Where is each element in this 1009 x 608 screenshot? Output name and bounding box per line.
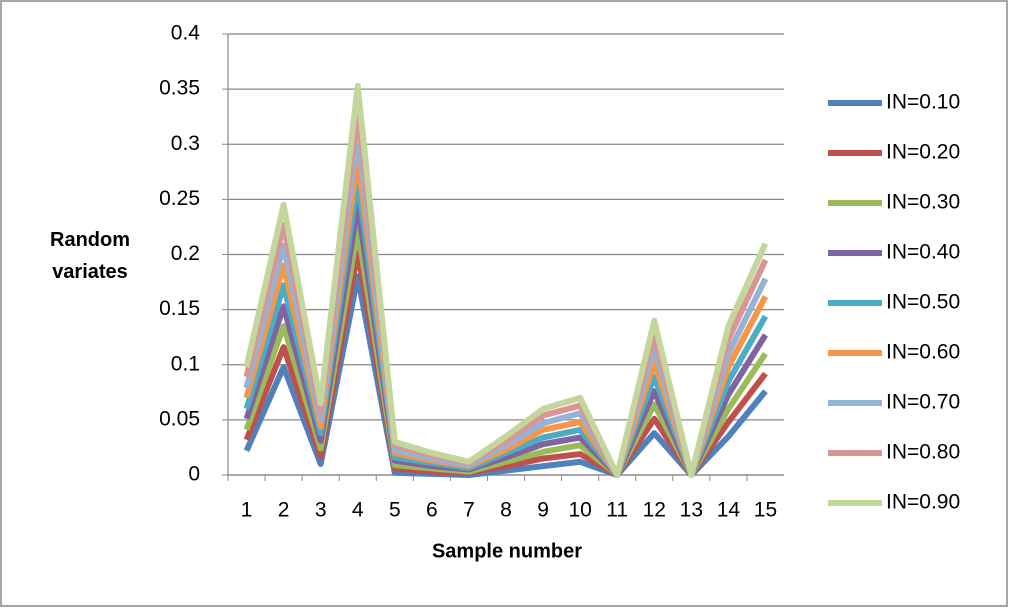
legend-label: IN=0.70 [886, 391, 960, 414]
x-tick-label: 9 [537, 499, 549, 522]
y-tick-label: 0.3 [171, 132, 200, 155]
y-tick-label: 0.2 [171, 242, 200, 265]
x-tick-label: 3 [315, 499, 327, 522]
legend-label: IN=0.20 [886, 141, 960, 164]
y-tick-label: 0.25 [159, 187, 200, 210]
x-tick-label: 15 [754, 499, 777, 522]
x-axis-title: Sample number [432, 540, 582, 562]
y-tick-label: 0.35 [159, 77, 200, 100]
legend-label: IN=0.10 [886, 91, 960, 114]
legend-label: IN=0.40 [886, 241, 960, 264]
legend-label: IN=0.30 [886, 191, 960, 214]
x-tick-label: 13 [680, 499, 703, 522]
x-tick-label: 10 [568, 499, 591, 522]
x-tick-label: 7 [463, 499, 475, 522]
legend-label: IN=0.80 [886, 441, 960, 464]
y-tick-label: 0.4 [171, 22, 201, 45]
x-tick-label: 14 [717, 499, 741, 522]
x-tick-label: 4 [352, 499, 364, 522]
legend-label: IN=0.60 [886, 341, 960, 364]
x-tick-label: 1 [241, 499, 253, 522]
series-line [243, 82, 769, 478]
y-tick-label: 0.15 [159, 297, 200, 320]
y-axis-title: Random variates [50, 229, 130, 283]
x-tick-label: 2 [278, 499, 290, 522]
legend-label: IN=0.50 [886, 291, 960, 314]
x-tick-label: 6 [426, 499, 438, 522]
x-tick-label: 12 [643, 499, 666, 522]
y-tick-label: 0.1 [171, 352, 200, 375]
x-tick-label: 5 [389, 499, 401, 522]
y-tick-label: 0.05 [159, 407, 200, 430]
legend-label: IN=0.90 [886, 491, 960, 514]
x-tick-label: 8 [500, 499, 512, 522]
y-tick-label: 0 [188, 463, 200, 486]
x-tick-label: 11 [606, 499, 628, 522]
